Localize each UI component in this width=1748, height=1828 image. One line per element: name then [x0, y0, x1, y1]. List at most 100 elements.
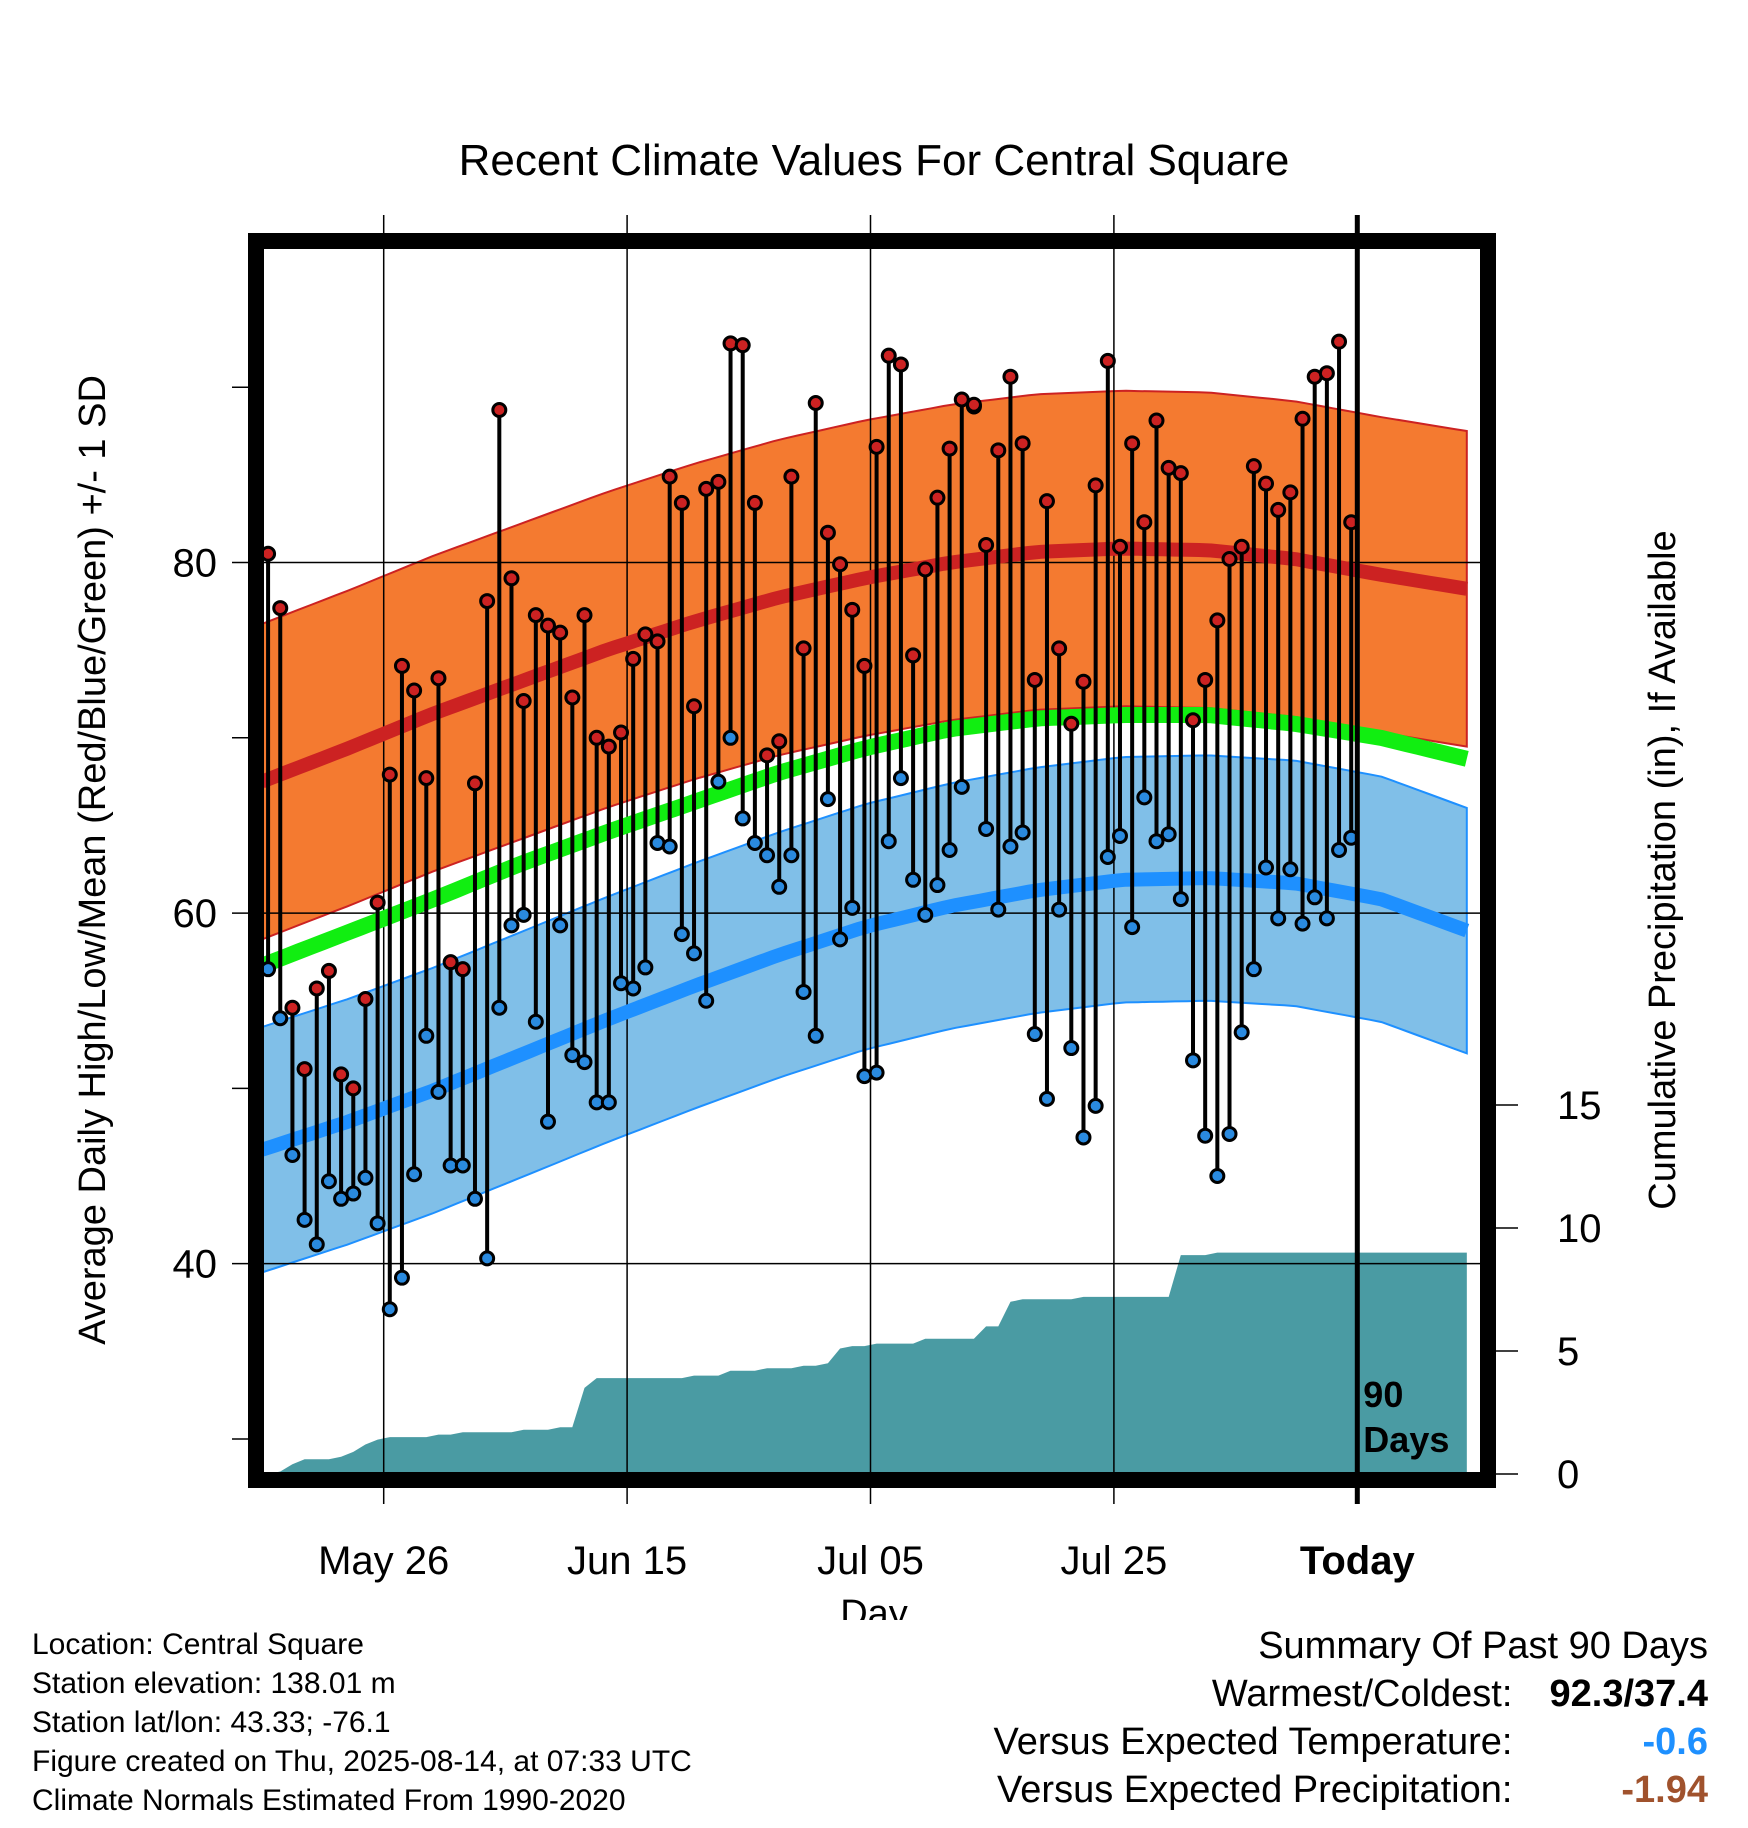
- daily-low-point: [832, 931, 849, 948]
- daily-low-point: [393, 1269, 410, 1286]
- daily-low-point: [1087, 1097, 1104, 1114]
- daily-low-point: [1124, 919, 1141, 936]
- daily-high-point: [710, 473, 727, 490]
- daily-high-point: [1111, 538, 1128, 555]
- station-info: Location: Central Square Station elevati…: [32, 1625, 692, 1820]
- daily-low-point: [637, 959, 654, 976]
- figure-created: Figure created on Thu, 2025-08-14, at 07…: [32, 1745, 692, 1778]
- daily-high-point: [819, 524, 836, 541]
- climate-chart: Recent Climate Values For Central Square…: [72, 136, 1684, 1620]
- daily-low-point: [1294, 915, 1311, 932]
- daily-high-point: [1051, 640, 1068, 657]
- daily-high-point: [466, 775, 483, 792]
- x-tick-label: Jul 05: [817, 1539, 924, 1583]
- daily-observations: [260, 333, 1360, 1318]
- daily-low-point: [625, 980, 642, 997]
- daily-low-point: [552, 917, 569, 934]
- daily-low-point: [953, 778, 970, 795]
- daily-low-point: [357, 1169, 374, 1186]
- daily-high-point: [600, 738, 617, 755]
- x-tick-label: Jul 25: [1061, 1539, 1168, 1583]
- daily-low-point: [320, 1173, 337, 1190]
- daily-low-point: [892, 770, 909, 787]
- daily-high-point: [613, 724, 630, 741]
- daily-high-point: [1014, 435, 1031, 452]
- y-axis-label: Average Daily High/Low/Mean (Red/Blue/Gr…: [72, 375, 114, 1345]
- daily-low-point: [1063, 1040, 1080, 1057]
- x-axis-label: Day: [840, 1593, 908, 1620]
- daily-low-point: [661, 838, 678, 855]
- daily-low-point: [929, 877, 946, 894]
- daily-high-point: [1245, 458, 1262, 475]
- daily-high-point: [637, 626, 654, 643]
- y2-tick-label: 10: [1557, 1207, 1602, 1251]
- climate-normals: Climate Normals Estimated From 1990-2020: [32, 1784, 626, 1817]
- daily-low-point: [381, 1301, 398, 1318]
- daily-high-point: [406, 682, 423, 699]
- daily-high-point: [832, 556, 849, 573]
- daily-high-point: [1331, 333, 1348, 350]
- daily-high-point: [783, 468, 800, 485]
- daily-low-point: [515, 906, 532, 923]
- daily-high-point: [844, 601, 861, 618]
- daily-high-point: [917, 561, 934, 578]
- daily-high-point: [393, 657, 410, 674]
- daily-high-point: [1258, 475, 1275, 492]
- daily-low-point: [710, 773, 727, 790]
- daily-low-point: [1233, 1024, 1250, 1041]
- daily-high-point: [430, 670, 447, 687]
- daily-high-point: [795, 640, 812, 657]
- daily-high-point: [539, 617, 556, 634]
- daily-high-point: [552, 624, 569, 641]
- daily-low-point: [1099, 848, 1116, 865]
- daily-high-point: [1294, 410, 1311, 427]
- plot-frame: [248, 215, 1496, 1504]
- daily-low-point: [1331, 841, 1348, 858]
- daily-high-point: [454, 961, 471, 978]
- daily-low-point: [783, 847, 800, 864]
- daily-high-point: [1136, 514, 1153, 531]
- x-tick-label: May 26: [318, 1539, 449, 1583]
- daily-high-point: [905, 647, 922, 664]
- daily-high-point: [369, 894, 386, 911]
- daily-high-point: [381, 766, 398, 783]
- daily-high-point: [345, 1080, 362, 1097]
- daily-low-point: [430, 1083, 447, 1100]
- daily-high-point: [1209, 612, 1226, 629]
- temp-label: Versus Expected Temperature:: [993, 1721, 1513, 1763]
- x-tick-label: Today: [1300, 1539, 1416, 1583]
- daily-low-point: [686, 945, 703, 962]
- daily-low-point: [406, 1166, 423, 1183]
- y2-tick-label: 15: [1557, 1084, 1602, 1128]
- daily-high-point: [868, 438, 885, 455]
- daily-high-point: [1185, 712, 1202, 729]
- temp-value: -0.6: [1642, 1721, 1708, 1763]
- daily-low-point: [868, 1064, 885, 1081]
- daily-low-point: [345, 1185, 362, 1202]
- today-label-line2: Days: [1363, 1419, 1449, 1460]
- daily-low-point: [941, 841, 958, 858]
- daily-high-point: [1221, 551, 1238, 568]
- daily-high-point: [649, 633, 666, 650]
- daily-low-point: [844, 899, 861, 916]
- y2-axis-label: Cumulative Precipitation (in), If Availa…: [1642, 530, 1684, 1209]
- daily-high-point: [515, 692, 532, 709]
- daily-high-point: [1002, 368, 1019, 385]
- daily-low-point: [272, 1010, 289, 1027]
- axis-ticks: 40 60 80 0 5 10 15 May 26 Jun 15 Jul 05 Jul 25 Toda…: [173, 386, 1602, 1583]
- x-tick-label: Jun 15: [567, 1539, 687, 1583]
- daily-high-point: [929, 489, 946, 506]
- daily-low-point: [1221, 1125, 1238, 1142]
- daily-low-point: [978, 820, 995, 837]
- daily-high-point: [1087, 477, 1104, 494]
- daily-high-point: [1318, 365, 1335, 382]
- daily-high-point: [1038, 493, 1055, 510]
- daily-low-point: [296, 1211, 313, 1228]
- daily-low-point: [1038, 1090, 1055, 1107]
- daily-low-point: [600, 1094, 617, 1111]
- daily-high-point: [1233, 538, 1250, 555]
- daily-low-point: [1148, 833, 1165, 850]
- daily-high-point: [503, 570, 520, 587]
- summary-temp: Versus Expected Temperature: -0.6: [994, 1718, 1708, 1766]
- warm-cold-value: 92.3/37.4: [1549, 1673, 1708, 1715]
